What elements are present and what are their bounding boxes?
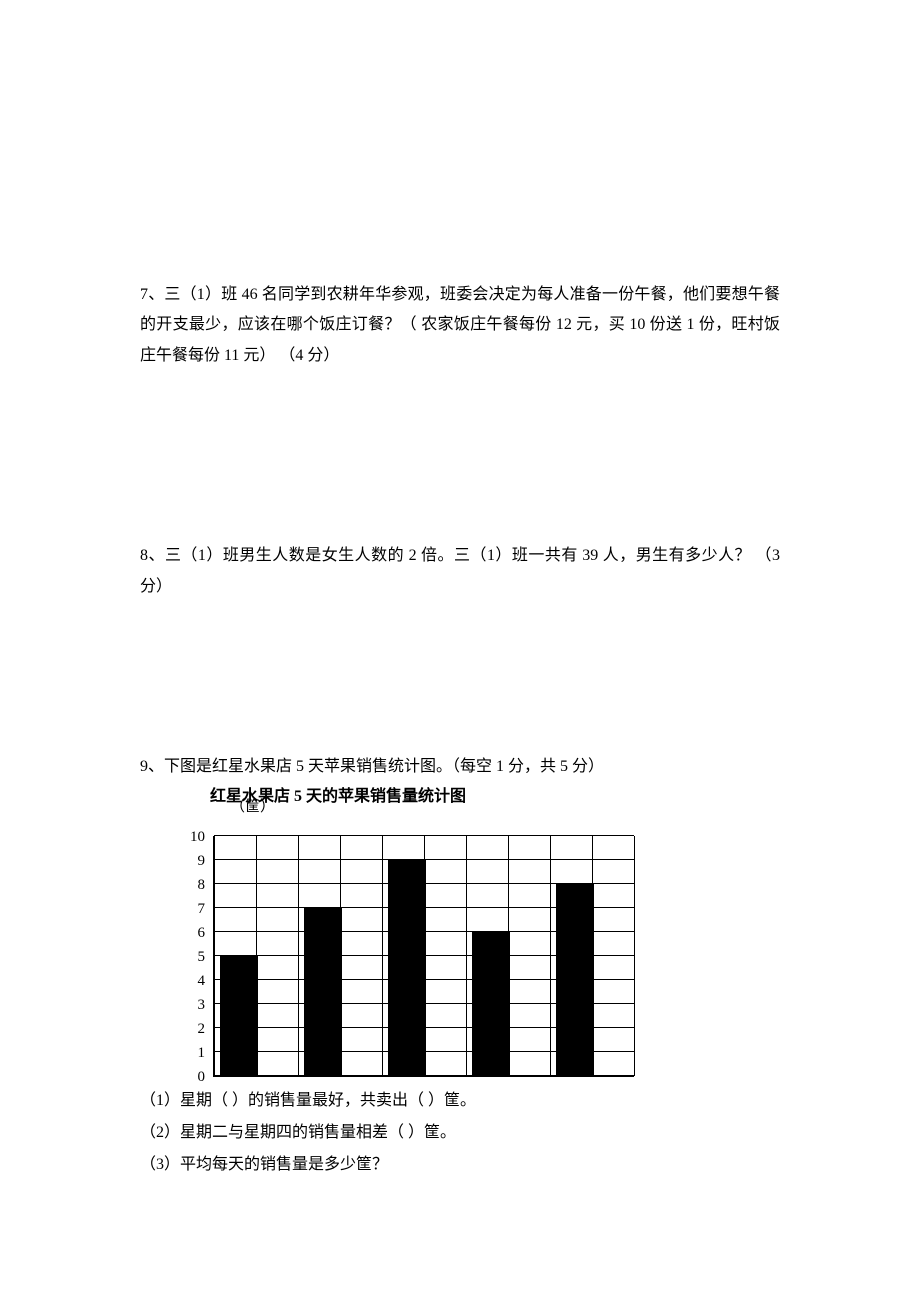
- chart-bar: [304, 908, 342, 1076]
- chart-grid-v: [466, 836, 467, 1076]
- chart-grid-v: [382, 836, 383, 1076]
- chart-grid-v: [298, 836, 299, 1076]
- problem-9-sub2: （2）星期二与星期四的销售量相差（ ）筐。: [140, 1117, 780, 1149]
- chart-bar: [388, 860, 426, 1076]
- chart-y-tick: 5: [198, 945, 208, 969]
- chart-y-tick: 2: [198, 1017, 208, 1041]
- chart-y-axis: 109876543210: [190, 813, 207, 1077]
- chart-plot: [213, 836, 634, 1077]
- chart-bar: [220, 956, 258, 1076]
- problem-9-subquestions: （1）星期（ ）的销售量最好，共卖出（ ）筐。 （2）星期二与星期四的销售量相差…: [140, 1085, 780, 1181]
- chart-y-tick: 6: [198, 921, 208, 945]
- problem-9: 9、下图是红星水果店 5 天苹果销售统计图。（每空 1 分，共 5 分） 红星水…: [140, 752, 780, 1181]
- chart-y-unit: （筐）: [230, 793, 275, 822]
- chart-grid-v: [214, 836, 215, 1076]
- page: 7、三（1）班 46 名同学到农耕年华参观，班委会决定为每人准备一份午餐，他们要…: [0, 0, 920, 1302]
- chart-bar: [472, 932, 510, 1076]
- chart-grid-v: [550, 836, 551, 1076]
- chart-inner: 109876543210: [190, 813, 780, 1077]
- chart-y-tick: 8: [198, 873, 208, 897]
- chart-y-tick: 4: [198, 969, 208, 993]
- problem-7-text: 7、三（1）班 46 名同学到农耕年华参观，班委会决定为每人准备一份午餐，他们要…: [140, 286, 780, 364]
- chart-y-tick: 7: [198, 897, 208, 921]
- problem-9-sub3: （3）平均每天的销售量是多少筐？: [140, 1149, 780, 1181]
- problem-9-sub1: （1）星期（ ）的销售量最好，共卖出（ ）筐。: [140, 1085, 780, 1117]
- chart-y-tick: 0: [198, 1065, 208, 1089]
- chart-bar: [556, 884, 594, 1076]
- problem-8: 8、三（1）班男生人数是女生人数的 2 倍。三（1）班一共有 39 人，男生有多…: [140, 541, 780, 602]
- chart-grid-v: [634, 836, 635, 1076]
- chart-y-tick: 9: [198, 849, 208, 873]
- chart-y-tick: 1: [198, 1041, 208, 1065]
- problem-8-text: 8、三（1）班男生人数是女生人数的 2 倍。三（1）班一共有 39 人，男生有多…: [140, 547, 780, 594]
- problem-9-intro: 9、下图是红星水果店 5 天苹果销售统计图。（每空 1 分，共 5 分）: [140, 752, 780, 782]
- problem-7: 7、三（1）班 46 名同学到农耕年华参观，班委会决定为每人准备一份午餐，他们要…: [140, 280, 780, 371]
- chart-y-tick: 10: [190, 825, 207, 849]
- chart-y-tick: 3: [198, 993, 208, 1017]
- chart-container: （筐） 109876543210: [190, 813, 780, 1077]
